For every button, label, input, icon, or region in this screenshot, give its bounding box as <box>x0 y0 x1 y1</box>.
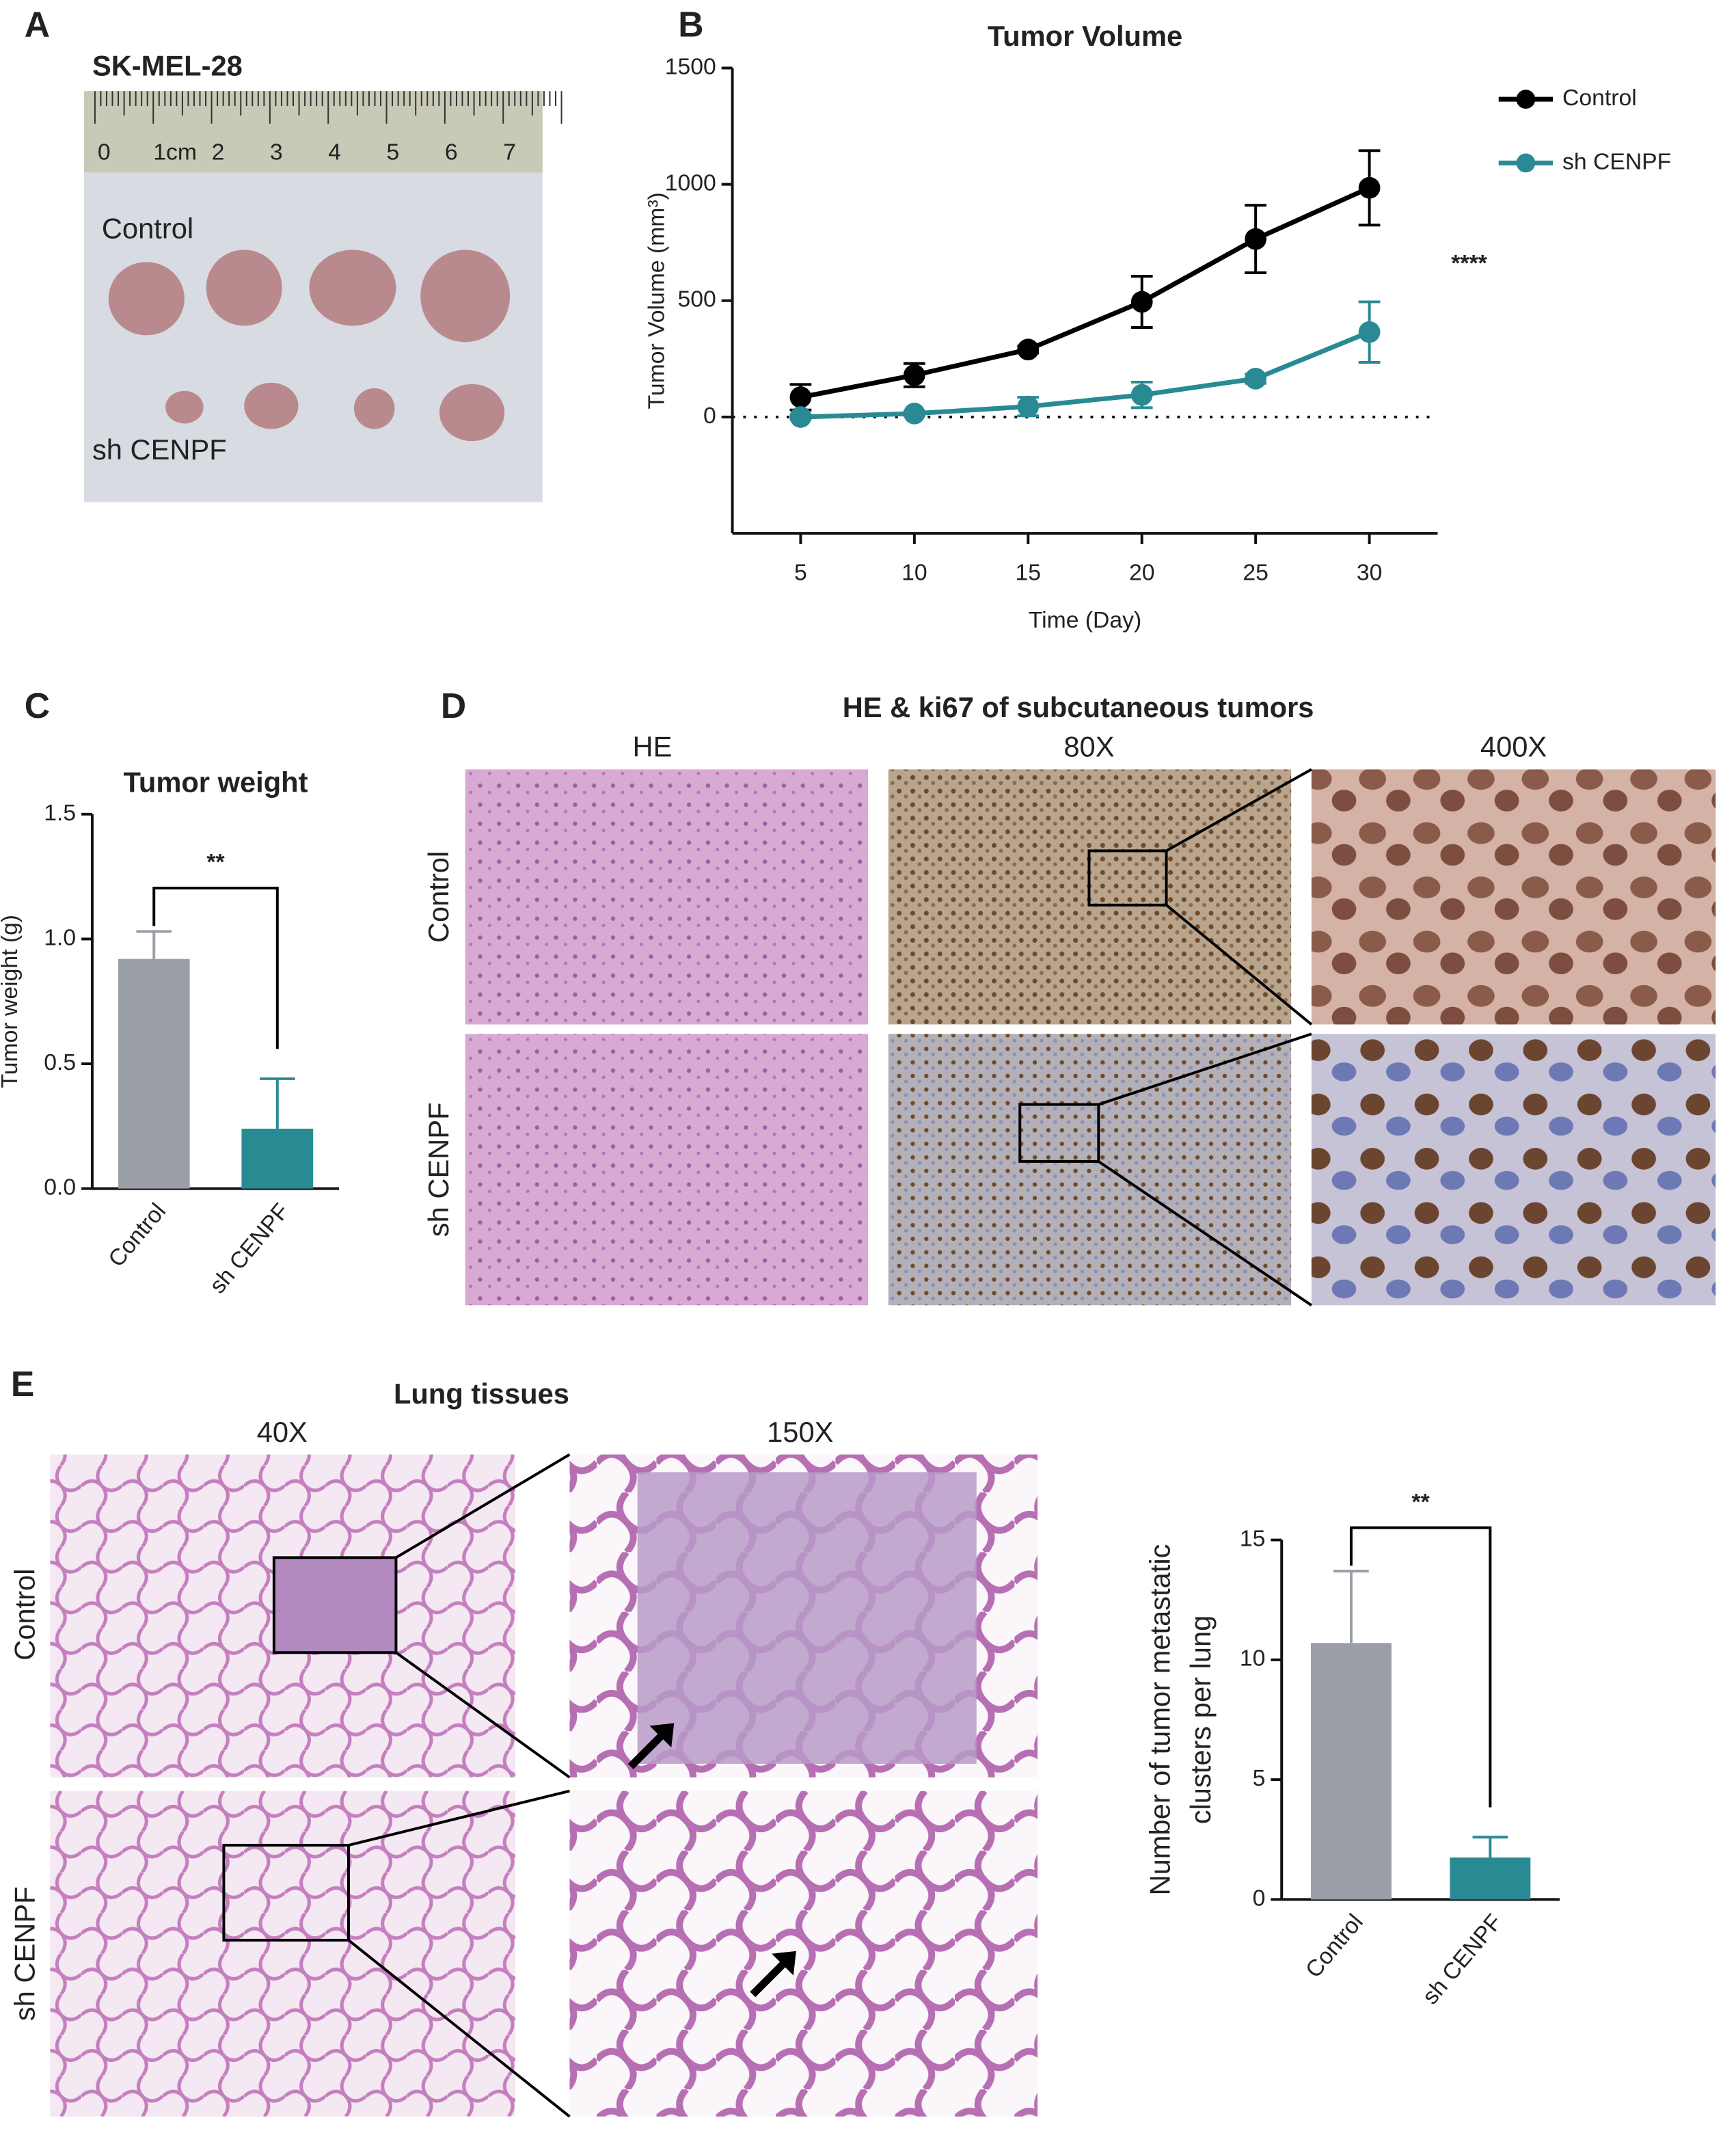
y-tick-label: 0 <box>703 403 716 429</box>
y-tick-label: 15 <box>1240 1525 1266 1551</box>
legend-label: sh CENPF <box>1562 148 1671 174</box>
y-axis-label: Number of tumor metastatic <box>1144 1544 1176 1896</box>
series-line <box>800 330 1370 420</box>
ruler-ticks <box>94 91 562 124</box>
x-tick-label: Control <box>1301 1909 1368 1983</box>
point <box>1245 367 1267 390</box>
ruler-label: 7 <box>503 139 516 165</box>
bar <box>1450 1857 1531 1900</box>
row-label: Control <box>102 213 193 245</box>
legend-marker <box>1516 153 1536 173</box>
chart-title: Tumor Volume <box>988 20 1182 52</box>
point <box>789 406 812 428</box>
y-tick-label: 5 <box>1253 1765 1266 1791</box>
column-label: 400X <box>1480 731 1547 763</box>
ruler-label: 5 <box>387 139 400 165</box>
row-label: sh CENPF <box>92 433 227 466</box>
ruler-label: 2 <box>212 139 225 165</box>
tumors <box>108 250 511 442</box>
ruler-label: 6 <box>445 139 458 165</box>
ruler-label: 4 <box>328 139 341 165</box>
panel-label: B <box>678 5 703 44</box>
x-tick-label: sh CENPF <box>204 1198 294 1298</box>
ruler-label: 3 <box>270 139 283 165</box>
x-tick-label: sh CENPF <box>1418 1909 1507 2009</box>
annotation: **** <box>1451 250 1487 276</box>
chart: 0.0 0.5 1.0 1.5 Tumor weight Tumor weight (g)… <box>0 766 340 1298</box>
error-bar <box>1333 1570 1369 1644</box>
chart: 0 5 10 15 Number of tumor metastatic clusters… <box>1144 1489 1560 2009</box>
bar <box>241 1128 314 1189</box>
bracket <box>1349 1526 1492 1808</box>
y-axis-label: Tumor weight (g) <box>0 915 23 1088</box>
series-line <box>800 185 1371 400</box>
row-label: sh CENPF <box>422 1102 455 1237</box>
x-tick-label: 20 <box>1129 560 1155 586</box>
column-label: 40X <box>257 1416 308 1448</box>
y-tick-label: 0.5 <box>44 1049 76 1075</box>
y-tick-label: 1.0 <box>44 924 76 950</box>
micrographs <box>50 1453 1038 2118</box>
x-tick-label: 5 <box>794 560 807 586</box>
point <box>1017 395 1040 418</box>
panel-label: A <box>25 5 50 44</box>
row-label: Control <box>9 1569 41 1661</box>
point <box>1245 228 1267 250</box>
annotation: ** <box>206 849 225 875</box>
point <box>1130 291 1153 313</box>
x-tick-label: 10 <box>901 560 927 586</box>
chart: 0 500 1000 1500 Tumor Volume Tumor Volume (mm… <box>643 20 1671 633</box>
error-bar <box>260 1077 295 1129</box>
panel-label: D <box>441 686 466 725</box>
point <box>1130 384 1153 406</box>
y-axis-label: Tumor Volume (mm³) <box>643 192 669 409</box>
y-tick-label: 1000 <box>665 170 716 196</box>
x-tick-label: 15 <box>1016 560 1042 586</box>
point <box>903 403 925 425</box>
column-label: HE <box>633 731 673 763</box>
point <box>1358 321 1381 343</box>
ruler <box>84 91 543 173</box>
point <box>789 386 812 408</box>
bar <box>118 958 190 1189</box>
y-tick-label: 0.0 <box>44 1175 76 1200</box>
bar <box>1310 1643 1392 1900</box>
panel-title: SK-MEL-28 <box>92 50 243 82</box>
panel-title: HE & ki67 of subcutaneous tumors <box>843 691 1314 723</box>
annotation: ** <box>1412 1489 1430 1515</box>
x-tick-label: 25 <box>1243 560 1269 586</box>
error-bar <box>1472 1836 1508 1858</box>
y-tick-label: 10 <box>1240 1646 1266 1672</box>
chart-title: Tumor weight <box>124 766 308 798</box>
x-axis-label: Time (Day) <box>1029 607 1141 633</box>
row-label: Control <box>422 851 455 943</box>
point <box>1358 176 1381 199</box>
panel-title: Lung tissues <box>394 1378 569 1410</box>
x-tick-label: Control <box>103 1198 171 1272</box>
panel-label: E <box>11 1364 34 1404</box>
panel-label: C <box>25 686 50 725</box>
y-tick-label: 0 <box>1253 1885 1266 1911</box>
micrographs <box>465 768 1716 1306</box>
column-label: 150X <box>767 1416 833 1448</box>
legend-label: Control <box>1562 85 1637 111</box>
error-bar <box>136 930 172 959</box>
row-label: sh CENPF <box>9 1886 41 2021</box>
ruler-label: 0 <box>98 139 111 165</box>
point <box>1017 338 1040 361</box>
x-tick-label: 30 <box>1357 560 1383 586</box>
point <box>903 364 925 386</box>
y-tick-label: 1.5 <box>44 800 76 826</box>
column-label: 80X <box>1063 731 1114 763</box>
legend-marker <box>1516 90 1536 109</box>
ruler-label: 1cm <box>153 139 197 165</box>
y-axis-label: clusters per lung <box>1184 1615 1217 1825</box>
bracket <box>152 887 279 1049</box>
y-tick-label: 1500 <box>665 53 716 79</box>
y-tick-label: 500 <box>677 286 716 312</box>
